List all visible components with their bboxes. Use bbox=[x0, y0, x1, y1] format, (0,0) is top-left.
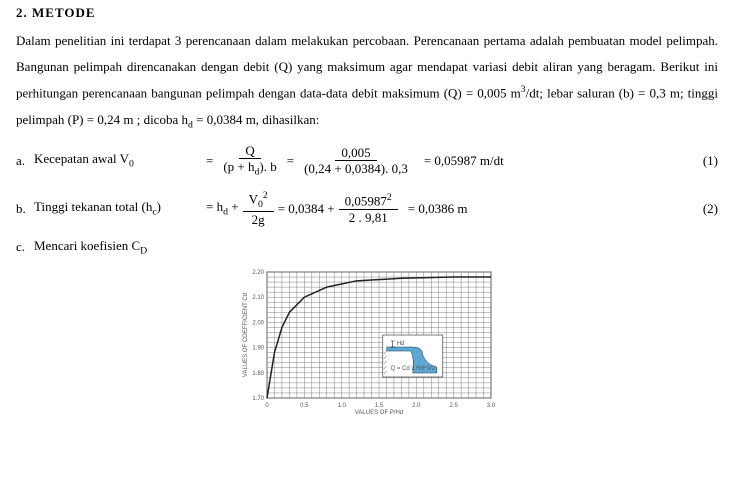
svg-text:1.5: 1.5 bbox=[375, 403, 384, 409]
svg-text:2.20: 2.20 bbox=[252, 270, 264, 276]
body-paragraph: Dalam penelitian ini terdapat 3 perencan… bbox=[16, 28, 718, 134]
eq-a-lhs: = bbox=[206, 152, 213, 170]
eq-b-frac2-num: 0,059872 bbox=[339, 192, 398, 210]
eq-b-frac2-den: 2 . 9,81 bbox=[343, 210, 394, 226]
chart-container: 0 0.5 1.0 1.5 2.0 2.5 3.0 1.70 1.80 1.90 2.00 2.10 2… bbox=[16, 266, 718, 421]
svg-text:1.90: 1.90 bbox=[252, 345, 264, 351]
eq-b-number: (2) bbox=[688, 200, 718, 218]
eq-a-number: (1) bbox=[688, 152, 718, 170]
cd-coefficient-chart: 0 0.5 1.0 1.5 2.0 2.5 3.0 1.70 1.80 1.90 2.00 2.10 2… bbox=[237, 266, 497, 421]
svg-text:3.0: 3.0 bbox=[487, 403, 496, 409]
svg-text:2.5: 2.5 bbox=[449, 403, 458, 409]
svg-text:VALUES OF P/Hd: VALUES OF P/Hd bbox=[355, 410, 403, 416]
svg-text:Q = Cd L Hd^3/2: Q = Cd L Hd^3/2 bbox=[391, 366, 436, 372]
eq-a-math: = Q (p + hd). b = 0,005 (0,24 + 0,0384).… bbox=[206, 143, 688, 179]
section-title: METODE bbox=[32, 5, 96, 20]
eq-a-bullet: a. bbox=[16, 152, 34, 170]
svg-text:1.0: 1.0 bbox=[337, 403, 346, 409]
eq-a-label: Kecepatan awal V0 bbox=[34, 150, 134, 171]
eq-a-result: = 0,05987 m/dt bbox=[424, 152, 504, 170]
eq-a-frac1: Q (p + hd). b bbox=[217, 143, 282, 179]
eq-b-mid: = 0,0384 + bbox=[278, 200, 335, 218]
svg-text:0: 0 bbox=[265, 403, 269, 409]
chart-svg: 0 0.5 1.0 1.5 2.0 2.5 3.0 1.70 1.80 1.90 2.00 2.10 2… bbox=[237, 266, 497, 416]
eq-b-frac1-num: V02 bbox=[243, 190, 274, 212]
svg-text:1.70: 1.70 bbox=[252, 396, 264, 402]
svg-text:VALUES OF COEFFICIENT Cd: VALUES OF COEFFICIENT Cd bbox=[243, 293, 249, 377]
equation-list: a. Kecepatan awal V0 = Q (p + hd). b = 0… bbox=[16, 141, 718, 258]
eq-b-math: = hd + V02 2g = 0,0384 + 0,059872 2 . 9,… bbox=[206, 190, 688, 227]
eq-a-frac2: 0,005 (0,24 + 0,0384). 0,3 bbox=[298, 145, 414, 177]
eq-b-bullet: b. bbox=[16, 200, 34, 218]
section-number: 2. bbox=[16, 5, 28, 20]
svg-text:2.0: 2.0 bbox=[412, 403, 421, 409]
eq-b-frac2: 0,059872 2 . 9,81 bbox=[339, 192, 398, 226]
eq-a-mid: = bbox=[287, 152, 294, 170]
eq-a-frac1-den: (p + hd). b bbox=[217, 159, 282, 178]
eq-a-frac2-num: 0,005 bbox=[335, 145, 376, 162]
svg-text:2.00: 2.00 bbox=[252, 320, 264, 326]
svg-text:2.10: 2.10 bbox=[252, 295, 264, 301]
svg-text:Hd: Hd bbox=[397, 341, 405, 347]
svg-text:1.80: 1.80 bbox=[252, 371, 264, 377]
eq-b-frac1: V02 2g bbox=[243, 190, 274, 227]
eq-b-frac1-den: 2g bbox=[246, 212, 271, 228]
eq-a-frac2-den: (0,24 + 0,0384). 0,3 bbox=[298, 161, 414, 177]
section-header: 2. METODE bbox=[16, 4, 718, 22]
equation-c: c. Mencari koefisien CD bbox=[16, 237, 718, 258]
eq-b-lhs: = hd + bbox=[206, 198, 239, 219]
eq-a-frac1-num: Q bbox=[239, 143, 260, 160]
eq-c-label: Mencari koefisien CD bbox=[34, 237, 147, 258]
svg-text:0.5: 0.5 bbox=[300, 403, 309, 409]
eq-c-bullet: c. bbox=[16, 238, 34, 256]
equation-b: b. Tinggi tekanan total (hc) = hd + V02 … bbox=[16, 189, 718, 229]
equation-a: a. Kecepatan awal V0 = Q (p + hd). b = 0… bbox=[16, 141, 718, 181]
eq-b-label: Tinggi tekanan total (hc) bbox=[34, 198, 161, 219]
eq-b-result: = 0,0386 m bbox=[408, 200, 468, 218]
